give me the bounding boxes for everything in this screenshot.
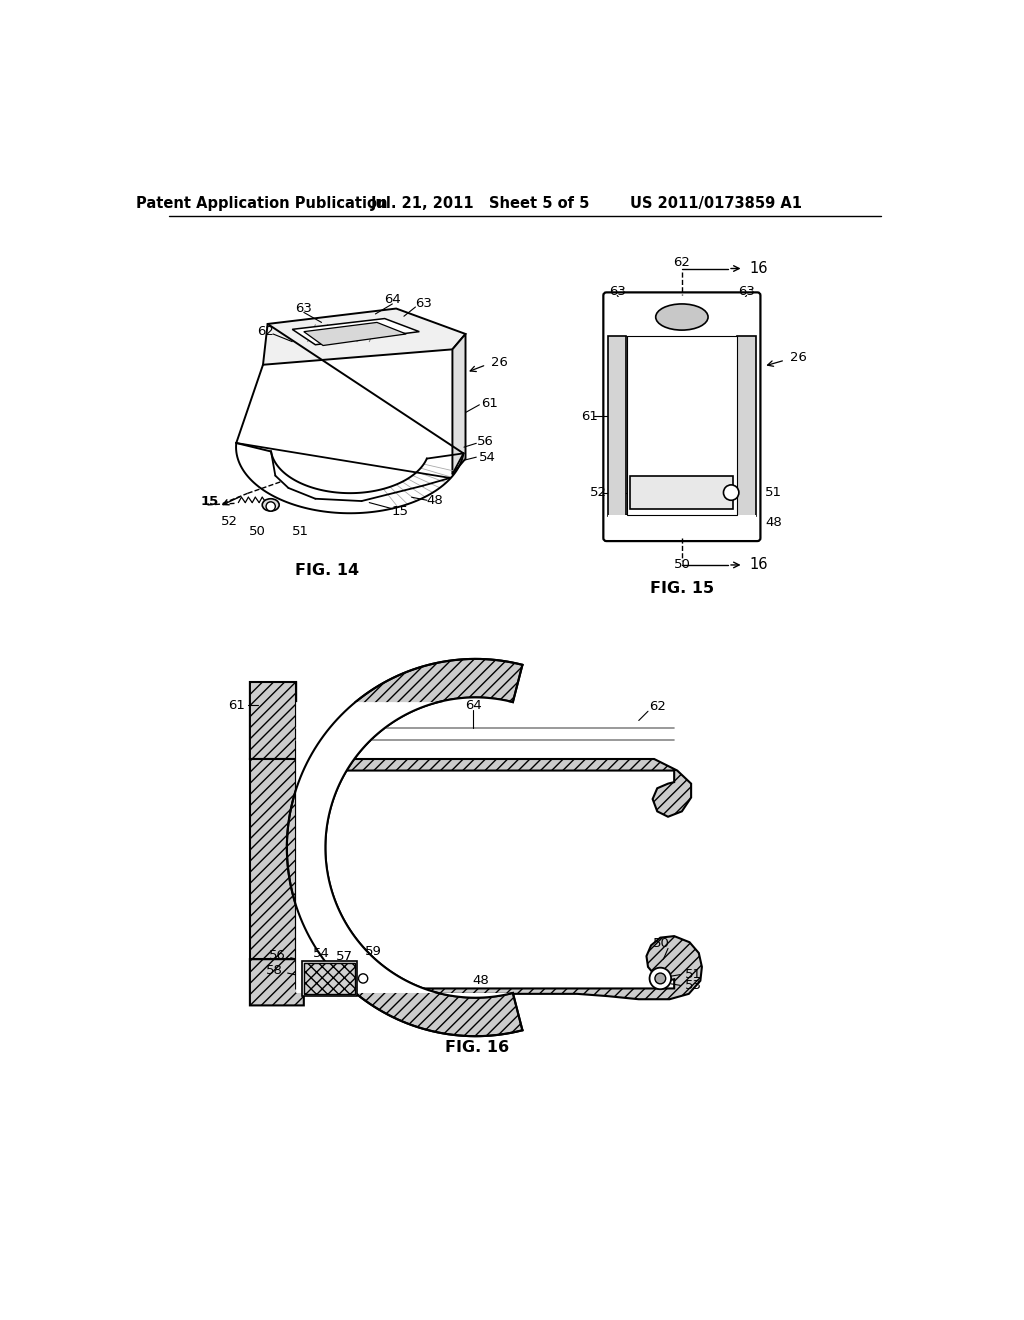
Polygon shape [250, 759, 296, 960]
Text: 50: 50 [652, 937, 670, 950]
Text: Patent Application Publication: Patent Application Publication [136, 195, 387, 211]
Polygon shape [263, 309, 466, 364]
Text: 48: 48 [765, 516, 781, 529]
Bar [608, 297, 756, 335]
Text: 51: 51 [765, 486, 782, 499]
Text: 61: 61 [481, 397, 498, 409]
Circle shape [358, 974, 368, 983]
Text: FIG. 14: FIG. 14 [295, 562, 359, 578]
Text: Jul. 21, 2011   Sheet 5 of 5: Jul. 21, 2011 Sheet 5 of 5 [372, 195, 591, 211]
Text: 63: 63 [295, 302, 312, 315]
Text: 63: 63 [608, 285, 626, 298]
Text: 62: 62 [257, 325, 273, 338]
Text: 56: 56 [269, 949, 286, 962]
Text: FIG. 16: FIG. 16 [445, 1040, 509, 1055]
Text: 48: 48 [426, 494, 443, 507]
Circle shape [724, 484, 739, 500]
Bar [608, 337, 627, 516]
Text: 51: 51 [685, 968, 702, 981]
Bar [301, 961, 357, 997]
Text: 63: 63 [738, 285, 755, 298]
Text: 15: 15 [201, 495, 219, 508]
Bar [628, 337, 736, 515]
Circle shape [266, 502, 275, 511]
Text: 58: 58 [266, 964, 283, 977]
Text: 16: 16 [750, 261, 768, 276]
Text: US 2011/0173859 A1: US 2011/0173859 A1 [630, 195, 802, 211]
Polygon shape [250, 682, 691, 817]
Text: 50: 50 [674, 558, 690, 572]
Text: 54: 54 [313, 946, 330, 960]
Text: 50: 50 [249, 524, 266, 537]
Polygon shape [250, 936, 701, 1006]
Text: 57: 57 [336, 949, 353, 962]
Text: FIG. 15: FIG. 15 [650, 581, 714, 595]
Bar [608, 515, 756, 536]
Text: 51: 51 [292, 524, 308, 537]
Text: 15: 15 [391, 504, 409, 517]
Bar [737, 337, 756, 516]
Text: 56: 56 [477, 436, 494, 449]
Text: 52: 52 [590, 486, 607, 499]
Polygon shape [304, 322, 407, 346]
Circle shape [655, 973, 666, 983]
Text: 62: 62 [649, 700, 667, 713]
Text: 64: 64 [384, 293, 400, 306]
Text: 53: 53 [674, 376, 690, 389]
Polygon shape [453, 334, 466, 474]
Text: 53: 53 [685, 979, 702, 991]
Ellipse shape [655, 304, 708, 330]
Text: 63: 63 [415, 297, 431, 310]
Text: 61: 61 [581, 409, 598, 422]
Text: 64: 64 [465, 698, 481, 711]
Circle shape [649, 968, 671, 989]
Text: 26: 26 [490, 356, 508, 370]
Text: 61: 61 [227, 698, 245, 711]
Text: 48: 48 [472, 974, 489, 987]
Text: 54: 54 [479, 450, 497, 463]
Polygon shape [296, 697, 513, 998]
Polygon shape [292, 318, 419, 345]
Bar [304, 964, 354, 994]
Text: 52: 52 [220, 515, 238, 528]
Text: 59: 59 [365, 945, 382, 958]
Ellipse shape [262, 499, 280, 511]
Text: 62: 62 [674, 256, 690, 269]
Text: 16: 16 [750, 557, 768, 573]
Text: 26: 26 [790, 351, 807, 363]
Bar [631, 477, 733, 508]
Polygon shape [287, 659, 522, 1036]
